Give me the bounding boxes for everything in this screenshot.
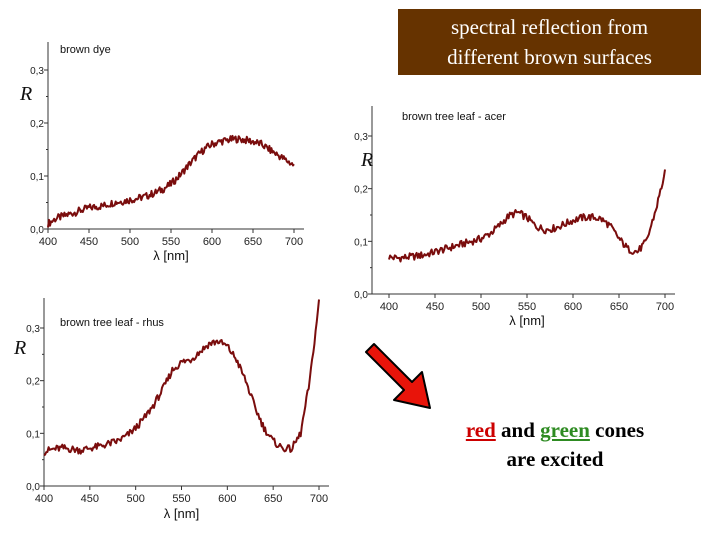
arrow-icon [365, 343, 431, 409]
x-tick-label: 450 [81, 493, 99, 505]
x-tick-label: 400 [380, 301, 398, 313]
spectrum-line [43, 299, 320, 457]
spectrum-line [388, 169, 666, 263]
y-tick-label: 0,3 [30, 66, 44, 77]
y-tick-label: 0,0 [354, 290, 368, 301]
x-tick-label: 500 [121, 236, 139, 248]
y-tick-label: 0,0 [26, 482, 40, 493]
y-tick-label: 0,0 [30, 225, 44, 236]
y-axis-label: R [13, 337, 26, 359]
x-axis-label: λ [nm] [509, 313, 544, 328]
x-tick-label: 450 [426, 301, 444, 313]
x-tick-label: 550 [518, 301, 536, 313]
x-tick-label: 650 [244, 236, 262, 248]
y-tick-label: 0,3 [26, 324, 40, 335]
x-tick-label: 550 [172, 493, 190, 505]
cones-note: red and green cones are excited [420, 416, 690, 474]
y-axis-label: R [19, 83, 32, 105]
y-tick-label: 0,1 [26, 429, 40, 440]
x-tick-label: 650 [610, 301, 628, 313]
red-word: red [465, 418, 496, 442]
title-line-1: spectral reflection from [450, 15, 649, 39]
y-axis-label: R [360, 149, 373, 171]
y-tick-label: 0,2 [354, 185, 368, 196]
y-tick-label: 0,1 [354, 237, 368, 248]
x-axis-label: λ [nm] [164, 506, 199, 521]
and-word: and [495, 418, 541, 442]
spectrum-line [47, 134, 295, 228]
x-axis-label: λ [nm] [153, 248, 188, 263]
x-tick-label: 550 [162, 236, 180, 248]
title-line-2: different brown surfaces [447, 45, 652, 69]
x-tick-label: 400 [39, 236, 57, 248]
panel-title: brown tree leaf - acer [402, 111, 506, 123]
x-tick-label: 600 [203, 236, 221, 248]
note-line-2: are excited [506, 447, 604, 471]
green-word: green [540, 418, 590, 442]
panel-title: brown dye [60, 44, 111, 56]
x-tick-label: 600 [564, 301, 582, 313]
x-tick-label: 450 [80, 236, 98, 248]
x-tick-label: 500 [126, 493, 144, 505]
y-tick-label: 0,1 [30, 172, 44, 183]
x-tick-label: 500 [472, 301, 490, 313]
title-box: spectral reflection from different brown… [398, 9, 701, 75]
x-tick-label: 600 [218, 493, 236, 505]
y-tick-label: 0,3 [354, 132, 368, 143]
cones-word: cones [589, 418, 645, 442]
x-tick-label: 400 [35, 493, 53, 505]
note-line-1: red and green cones [420, 416, 690, 445]
x-tick-label: 650 [264, 493, 282, 505]
x-tick-label: 700 [656, 301, 674, 313]
y-tick-label: 0,2 [30, 119, 44, 130]
y-tick-label: 0,2 [26, 377, 40, 388]
panel-title: brown tree leaf - rhus [60, 317, 164, 329]
x-tick-label: 700 [310, 493, 328, 505]
x-tick-label: 700 [285, 236, 303, 248]
